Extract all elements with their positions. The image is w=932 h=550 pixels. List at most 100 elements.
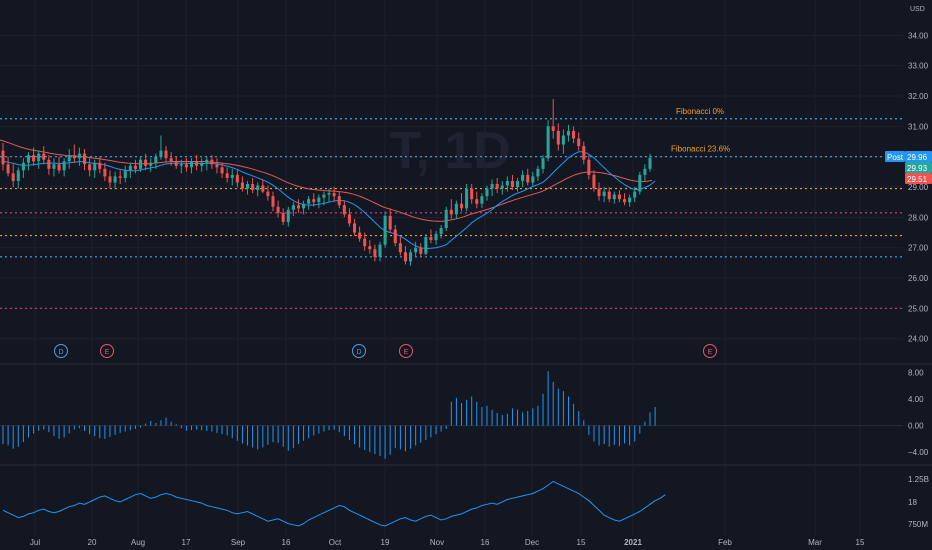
candle[interactable] [113,171,117,189]
candle[interactable] [398,237,402,256]
candle[interactable] [205,156,209,171]
candle[interactable] [11,164,15,188]
candle[interactable] [139,156,143,172]
candle[interactable] [500,180,504,195]
candle[interactable] [449,199,453,219]
candle[interactable] [16,167,20,189]
candle[interactable] [184,158,188,172]
candle[interactable] [271,191,275,212]
candle[interactable] [419,243,423,257]
dividend-marker[interactable]: D [352,344,366,358]
candle[interactable] [475,191,479,209]
candle[interactable] [536,165,540,181]
candle[interactable] [37,150,41,169]
candle[interactable] [332,187,336,201]
candle[interactable] [358,226,362,242]
candle[interactable] [21,158,25,178]
candle[interactable] [424,234,428,256]
candle[interactable] [128,162,132,178]
candle[interactable] [200,158,204,172]
candle[interactable] [327,188,331,203]
candle[interactable] [556,123,560,151]
candle[interactable] [52,158,56,177]
candle[interactable] [582,141,586,165]
candle[interactable] [622,193,627,206]
candle[interactable] [159,135,163,160]
candle[interactable] [154,153,158,169]
candle[interactable] [551,99,555,139]
candle[interactable] [266,185,270,201]
candle[interactable] [164,146,168,163]
candle[interactable] [312,193,316,207]
candle[interactable] [587,155,591,180]
candle[interactable] [251,177,255,194]
candle[interactable] [82,149,87,171]
candle[interactable] [62,158,66,177]
candle[interactable] [98,156,102,174]
candle[interactable] [225,167,229,183]
candle[interactable] [210,155,214,169]
candle[interactable] [317,194,321,209]
candle[interactable] [276,200,280,218]
candle[interactable] [347,208,351,227]
candle[interactable] [195,155,199,171]
candle[interactable] [246,180,250,195]
candle[interactable] [485,185,489,201]
candle[interactable] [638,171,642,195]
candle[interactable] [561,129,565,154]
candle[interactable] [521,170,525,188]
earnings-marker[interactable]: E [703,344,717,358]
candle[interactable] [149,158,153,172]
candle[interactable] [363,232,367,251]
candle[interactable] [592,170,596,192]
candle[interactable] [67,149,71,169]
candle[interactable] [643,164,647,181]
price-tag[interactable]: 29.51 [905,173,932,184]
candle[interactable] [628,194,632,207]
candle[interactable] [174,156,178,169]
candle[interactable] [597,182,601,201]
candle[interactable] [296,199,301,213]
candle[interactable] [378,241,382,262]
candle[interactable] [633,187,637,203]
candle[interactable] [444,206,448,232]
candle[interactable] [179,159,183,174]
candle[interactable] [93,159,97,178]
candle[interactable] [72,144,76,163]
candle[interactable] [648,153,652,172]
candle[interactable] [322,191,326,206]
dividend-marker[interactable]: D [54,344,68,358]
candle[interactable] [434,231,438,245]
candle[interactable] [531,171,535,188]
candle[interactable] [256,182,260,197]
candle[interactable] [373,244,377,262]
candle[interactable] [352,218,357,236]
candle[interactable] [169,152,173,166]
candle[interactable] [123,165,127,183]
candle[interactable] [516,177,520,192]
candle[interactable] [465,184,469,212]
candle[interactable] [510,174,514,191]
candle[interactable] [6,156,10,177]
candle[interactable] [133,159,137,174]
candle[interactable] [291,202,295,216]
candle[interactable] [577,132,581,151]
candle[interactable] [368,240,372,254]
candle[interactable] [47,155,51,175]
candle[interactable] [220,162,224,178]
candle[interactable] [42,146,46,165]
candle[interactable] [480,193,484,209]
candle[interactable] [490,179,494,197]
candle[interactable] [383,211,387,248]
candle[interactable] [302,200,306,215]
candle[interactable] [541,155,545,174]
candle[interactable] [286,206,290,227]
candle[interactable] [617,190,621,203]
candle[interactable] [414,241,418,257]
candle[interactable] [261,179,265,194]
candle[interactable] [459,193,464,212]
candle[interactable] [281,208,285,225]
candle[interactable] [607,187,611,203]
